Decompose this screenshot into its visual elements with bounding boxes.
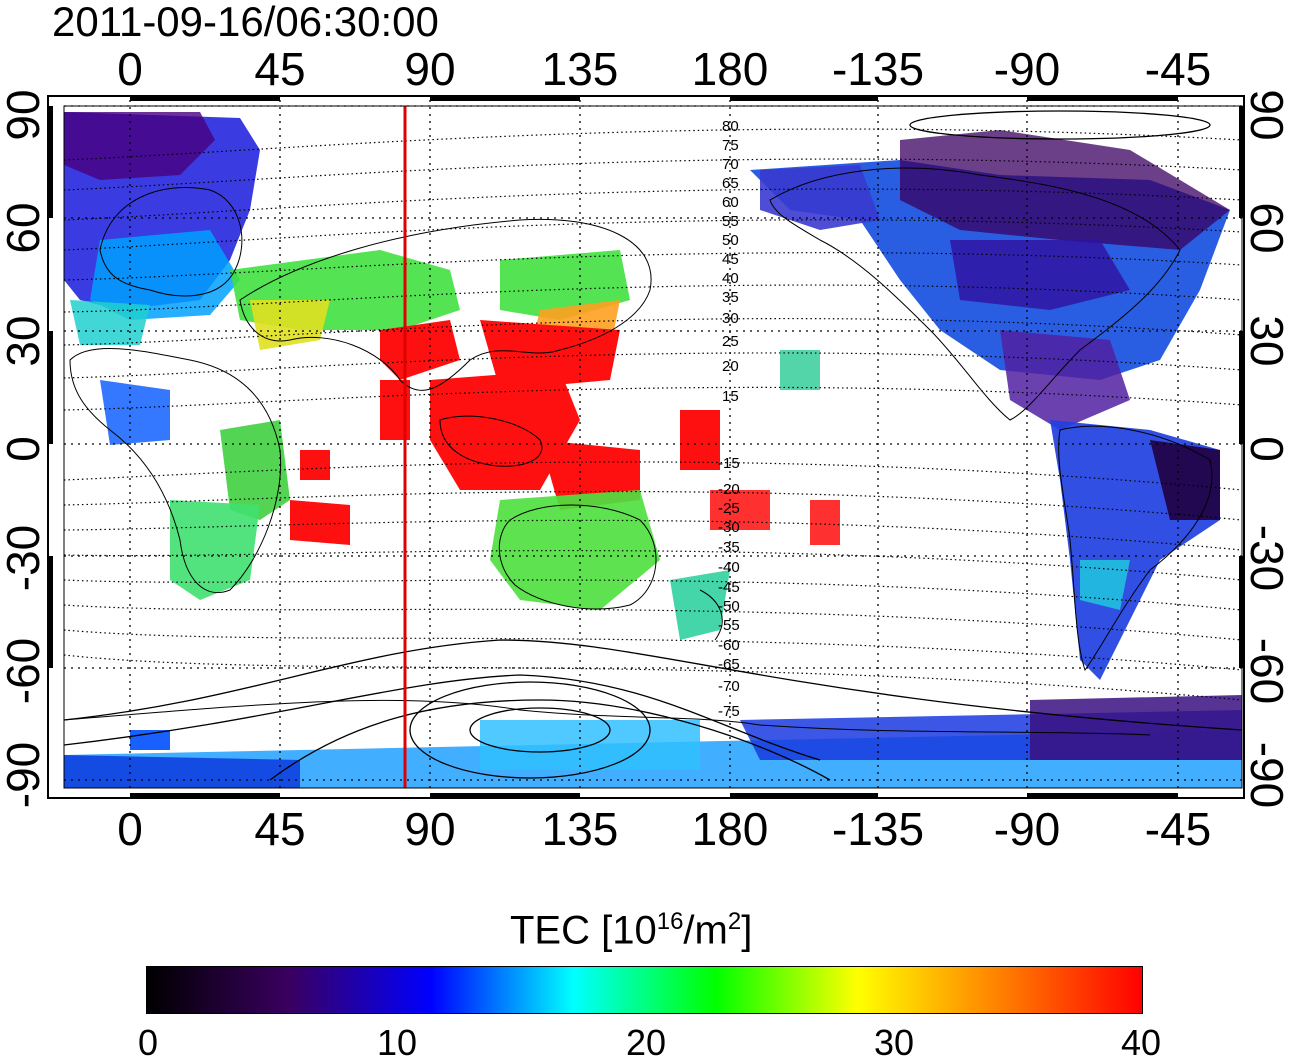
tec-data-layer	[64, 112, 1242, 788]
map-timestamp-title: 2011-09-16/06:30:00	[52, 0, 439, 45]
colorbar-tick: 20	[625, 1022, 667, 1063]
top-lon-tick: 90	[404, 43, 456, 95]
bottom-lon-tick: 90	[404, 803, 456, 855]
colorbar-title-close: ]	[741, 908, 753, 953]
colorbar-title: TEC [1016/m2]	[510, 908, 752, 953]
top-lon-tick: -135	[831, 43, 925, 95]
bottom-lon-tick: 180	[691, 803, 769, 855]
contour-label: 15	[722, 388, 739, 405]
contour-label: 25	[722, 333, 739, 350]
contour-label: -30	[718, 519, 740, 536]
colorbar-tick: 40	[1120, 1022, 1162, 1063]
contour-label: 50	[722, 232, 739, 249]
bottom-lon-tick: -90	[993, 803, 1061, 855]
top-lon-tick: 0	[117, 43, 143, 95]
contour-label: 60	[722, 194, 739, 211]
map-graticule	[64, 100, 1242, 790]
top-lon-tick: -90	[993, 43, 1061, 95]
contour-label: 55	[722, 213, 739, 230]
bottom-lon-tick: 45	[254, 803, 306, 855]
contour-label: 75	[722, 137, 739, 154]
contour-label: -60	[718, 637, 740, 654]
colorbar	[146, 966, 1143, 1014]
top-lon-tick: 180	[691, 43, 769, 95]
colorbar-title-unit: /m	[683, 908, 728, 953]
contour-label: -15	[718, 455, 740, 472]
contour-label: -70	[718, 678, 740, 695]
bottom-lon-tick: -45	[1144, 803, 1212, 855]
contour-label: -35	[718, 539, 740, 556]
colorbar-tick: 0	[137, 1022, 159, 1063]
contour-label: 35	[722, 289, 739, 306]
contour-label: -20	[718, 481, 740, 498]
bottom-lon-tick: 0	[117, 803, 143, 855]
contour-label: -55	[718, 617, 740, 634]
contour-label: -40	[718, 559, 740, 576]
contour-label: 65	[722, 175, 739, 192]
map-frame	[47, 95, 1245, 799]
contour-label: 30	[722, 310, 739, 327]
contour-label: 70	[722, 156, 739, 173]
bottom-lon-tick: 135	[541, 803, 619, 855]
contour-label: -50	[718, 598, 740, 615]
top-lon-tick: 135	[541, 43, 619, 95]
frame-tick-segments	[48, 96, 1244, 798]
contour-label: -75	[718, 703, 740, 720]
contour-label: -65	[718, 656, 740, 673]
top-lon-tick: -45	[1144, 43, 1212, 95]
colorbar-title-main: TEC [10	[510, 908, 657, 953]
top-lon-tick: 45	[254, 43, 306, 95]
contour-labels: 80 75 70 65 60 55 50 45 40 35 30 25 20 1…	[718, 118, 740, 720]
contour-label: 20	[722, 358, 739, 375]
coastlines	[63, 167, 1213, 736]
colorbar-title-unit-exponent: 2	[727, 908, 742, 935]
contour-label: 80	[722, 118, 739, 135]
contour-label: 40	[722, 270, 739, 287]
contour-label: -25	[718, 500, 740, 517]
contour-label: 45	[722, 251, 739, 268]
colorbar-title-exponent: 16	[656, 908, 684, 935]
bottom-lon-tick: -135	[831, 803, 925, 855]
magnetic-pole-contours	[63, 110, 1243, 781]
contour-label: -45	[718, 579, 740, 596]
colorbar-tick: 30	[873, 1022, 915, 1063]
colorbar-tick: 10	[376, 1022, 418, 1063]
